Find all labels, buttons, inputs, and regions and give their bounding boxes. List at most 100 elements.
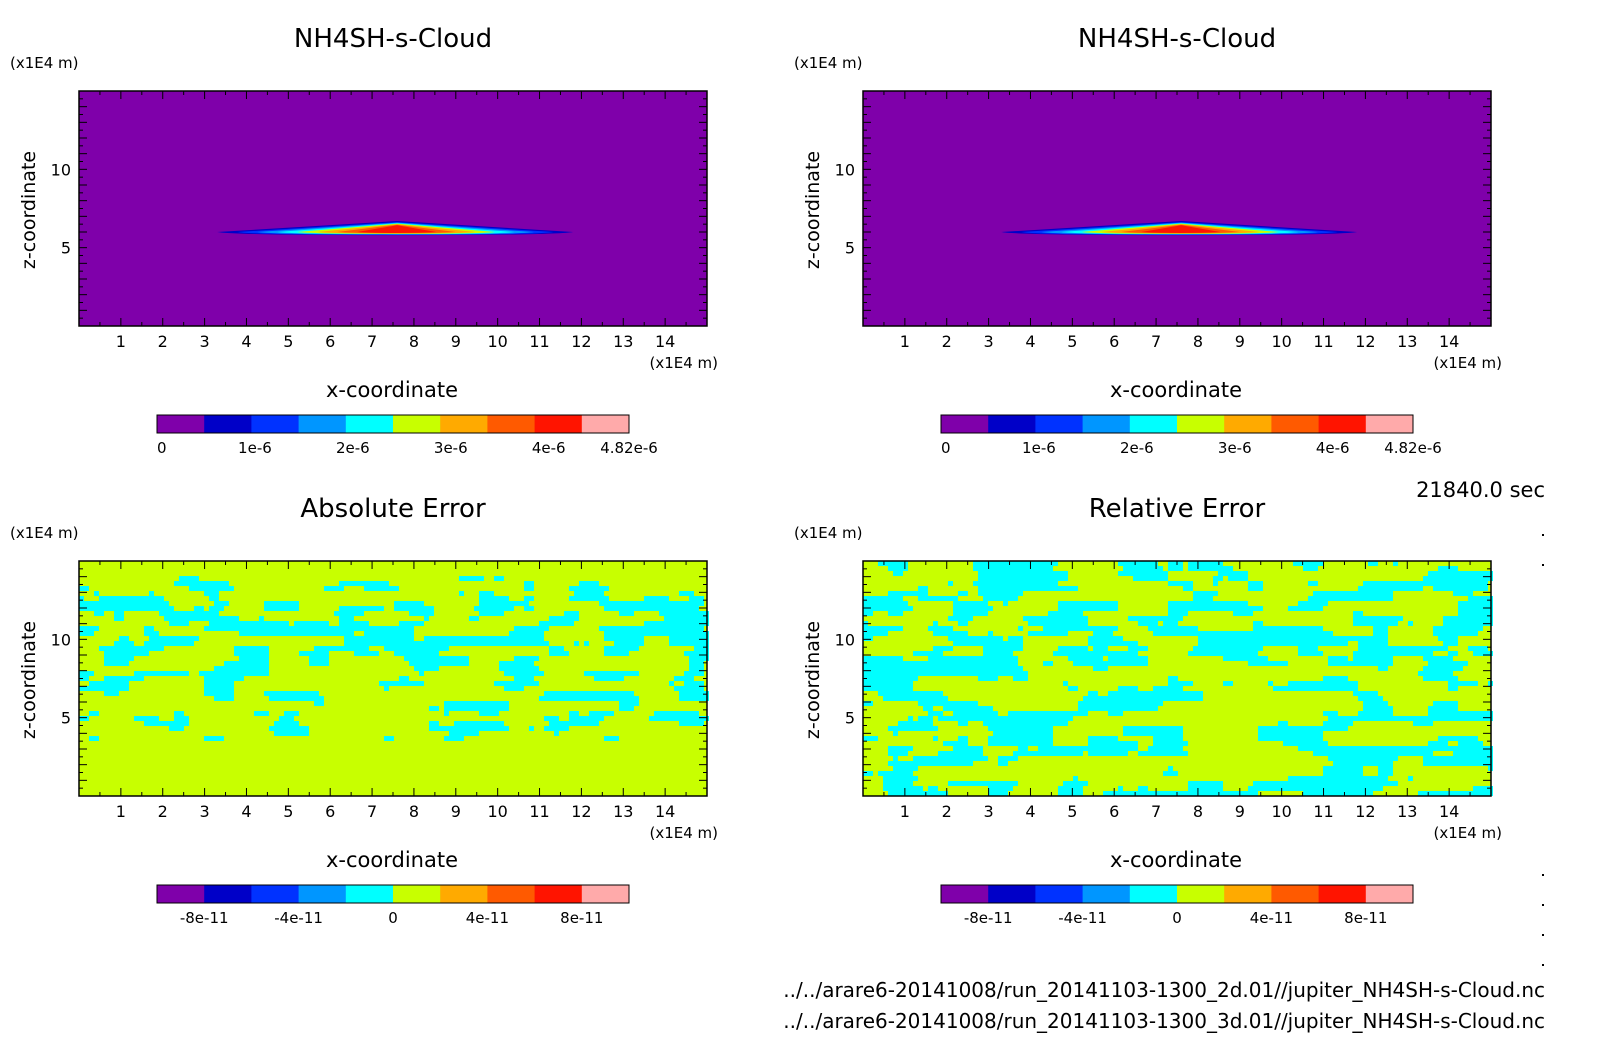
x-axis-label: x-coordinate bbox=[326, 848, 458, 872]
x-tick-label: 14 bbox=[655, 332, 675, 351]
y-tick-label: 10 bbox=[51, 630, 71, 649]
y-axis-label: z-coordinate bbox=[802, 151, 824, 269]
x-tick-label: 8 bbox=[1193, 332, 1203, 351]
x-tick-label: 4 bbox=[1025, 332, 1035, 351]
x-tick-label: 3 bbox=[200, 802, 210, 821]
plot-background bbox=[863, 91, 1491, 326]
colorbar-swatch bbox=[1318, 885, 1367, 903]
x-tick-label: 13 bbox=[613, 332, 633, 351]
colorbar-label: -4e-11 bbox=[1058, 909, 1107, 927]
y-tick-label: 5 bbox=[61, 239, 71, 258]
y-tick-label: 5 bbox=[845, 239, 855, 258]
colorbar-swatch bbox=[534, 415, 583, 433]
colorbar-swatch bbox=[1035, 415, 1084, 433]
colorbar-swatch bbox=[581, 415, 630, 433]
error-blobs bbox=[863, 561, 1493, 796]
colorbar-swatch bbox=[1177, 415, 1225, 433]
x-tick-label: 11 bbox=[529, 802, 549, 821]
y-unit-label: (x1E4 m) bbox=[10, 524, 79, 542]
x-tick-label: 1 bbox=[116, 332, 126, 351]
x-tick-label: 5 bbox=[283, 802, 293, 821]
x-tick-label: 6 bbox=[325, 802, 335, 821]
colorbar-label: -8e-11 bbox=[964, 909, 1013, 927]
x-tick-label: 13 bbox=[1397, 802, 1417, 821]
colorbar-label: 4e-11 bbox=[466, 909, 509, 927]
x-tick-label: 8 bbox=[1193, 802, 1203, 821]
colorbar-swatch bbox=[1365, 885, 1414, 903]
colorbar-label: 2e-6 bbox=[1120, 439, 1154, 457]
colorbar-label: 0 bbox=[941, 439, 951, 457]
x-tick-label: 7 bbox=[1151, 802, 1161, 821]
x-tick-label: 5 bbox=[1067, 802, 1077, 821]
colorbar-label: 3e-6 bbox=[1218, 439, 1252, 457]
colorbar-swatch bbox=[1271, 415, 1320, 433]
plot-background bbox=[79, 91, 707, 326]
x-tick-label: 6 bbox=[325, 332, 335, 351]
colorbar-swatch bbox=[157, 885, 205, 903]
x-tick-label: 9 bbox=[1235, 802, 1245, 821]
x-tick-label: 8 bbox=[409, 332, 419, 351]
x-tick-label: 6 bbox=[1109, 332, 1119, 351]
x-tick-label: 11 bbox=[1313, 332, 1333, 351]
cloud-band-8 bbox=[1141, 225, 1221, 233]
x-tick-label: 9 bbox=[451, 802, 461, 821]
colorbar-swatch bbox=[1224, 885, 1272, 903]
colorbar-swatch bbox=[251, 415, 300, 433]
x-tick-label: 3 bbox=[984, 802, 994, 821]
y-tick-label: 10 bbox=[835, 630, 855, 649]
x-tick-label: 10 bbox=[1271, 332, 1291, 351]
x-tick-label: 4 bbox=[1025, 802, 1035, 821]
y-tick-label: 10 bbox=[51, 160, 71, 179]
colorbar-swatch bbox=[345, 415, 394, 433]
x-tick-label: 1 bbox=[900, 802, 910, 821]
x-tick-label: 12 bbox=[1355, 332, 1375, 351]
dot-markers bbox=[1542, 534, 1544, 966]
colorbar-label: 0 bbox=[1172, 909, 1182, 927]
error-blobs bbox=[79, 576, 709, 741]
colorbar-label: -4e-11 bbox=[274, 909, 323, 927]
colorbar-swatch bbox=[487, 885, 536, 903]
x-tick-label: 2 bbox=[158, 802, 168, 821]
x-tick-label: 14 bbox=[1439, 802, 1459, 821]
colorbar-label: 0 bbox=[388, 909, 398, 927]
x-tick-label: 14 bbox=[655, 802, 675, 821]
colorbar-swatch bbox=[1082, 885, 1131, 903]
colorbar-swatch bbox=[988, 415, 1036, 433]
x-tick-label: 12 bbox=[1355, 802, 1375, 821]
x-tick-label: 14 bbox=[1439, 332, 1459, 351]
y-axis-label: z-coordinate bbox=[18, 151, 40, 269]
colorbar-label: 2e-6 bbox=[336, 439, 370, 457]
y-tick-label: 5 bbox=[845, 709, 855, 728]
x-tick-label: 4 bbox=[241, 332, 251, 351]
colorbar-swatch bbox=[204, 415, 252, 433]
x-tick-label: 5 bbox=[283, 332, 293, 351]
colorbar-label: 4e-6 bbox=[1316, 439, 1350, 457]
file-path-2d: ../../arare6-20141008/run_20141103-1300_… bbox=[783, 978, 1545, 1002]
chart-title: NH4SH-s-Cloud bbox=[294, 24, 492, 54]
colorbar-swatch bbox=[1035, 885, 1084, 903]
x-tick-label: 1 bbox=[116, 802, 126, 821]
x-tick-label: 10 bbox=[1271, 802, 1291, 821]
x-tick-label: 11 bbox=[529, 332, 549, 351]
colorbar-swatch bbox=[345, 885, 394, 903]
colorbar-swatch bbox=[487, 415, 536, 433]
colorbar-label: 4.82e-6 bbox=[600, 439, 658, 457]
y-unit-label: (x1E4 m) bbox=[794, 54, 863, 72]
colorbar-swatch bbox=[251, 885, 300, 903]
chart-title: NH4SH-s-Cloud bbox=[1078, 24, 1276, 54]
colorbar-swatch bbox=[1082, 415, 1131, 433]
colorbar-swatch bbox=[941, 885, 989, 903]
y-unit-label: (x1E4 m) bbox=[794, 524, 863, 542]
chart-panel-4: Relative Error(x1E4 m)1 2 3 4 5 6 7 8 9 10 11 12 13 1… bbox=[794, 494, 1502, 927]
x-tick-label: 2 bbox=[942, 802, 952, 821]
colorbar-frame bbox=[156, 414, 630, 434]
colorbar-frame bbox=[156, 884, 630, 904]
x-tick-label: 7 bbox=[1151, 332, 1161, 351]
colorbar-swatch bbox=[534, 885, 583, 903]
x-tick-label: 2 bbox=[158, 332, 168, 351]
x-tick-label: 9 bbox=[451, 332, 461, 351]
chart-title: Relative Error bbox=[1089, 494, 1266, 524]
x-tick-label: 13 bbox=[1397, 332, 1417, 351]
x-axis-label: x-coordinate bbox=[1110, 378, 1242, 402]
colorbar-swatch bbox=[440, 885, 488, 903]
